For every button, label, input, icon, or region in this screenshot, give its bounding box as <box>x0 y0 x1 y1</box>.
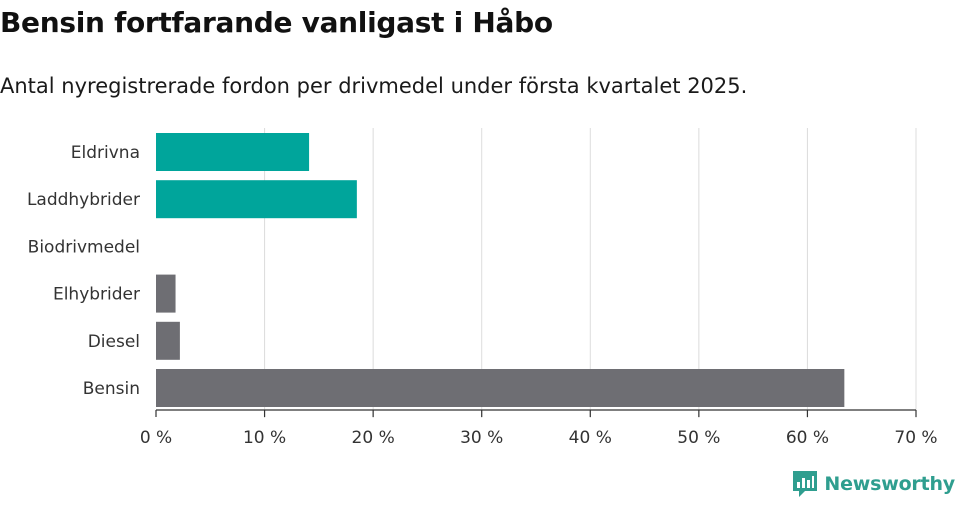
bar-elhybrider <box>156 274 176 313</box>
category-label: Biodrivmedel <box>28 237 140 257</box>
chart-title: Bensin fortfarande vanligast i Håbo <box>0 6 553 39</box>
newsworthy-logo-icon <box>793 471 818 497</box>
x-tick-label: 40 % <box>569 428 612 448</box>
bar-bensin <box>156 369 845 407</box>
bar-eldrivna <box>156 133 310 171</box>
x-tick-label: 60 % <box>786 428 829 448</box>
x-tick-label: 20 % <box>352 428 395 448</box>
x-tick-label: 70 % <box>894 428 937 448</box>
bar-diesel <box>156 321 180 360</box>
category-label: Eldrivna <box>71 143 140 163</box>
category-label: Bensin <box>83 379 140 399</box>
newsworthy-logo-text: Newsworthy <box>824 473 955 495</box>
category-label: Elhybrider <box>53 285 140 305</box>
x-tick-label: 50 % <box>677 428 720 448</box>
newsworthy-logo[interactable]: Newsworthy <box>792 469 955 499</box>
chart-subtitle: Antal nyregistrerade fordon per drivmede… <box>0 74 748 98</box>
x-tick-label: 0 % <box>140 428 172 448</box>
x-tick-label: 30 % <box>460 428 503 448</box>
x-tick-label: 10 % <box>243 428 286 448</box>
bar-laddhybrider <box>156 180 357 219</box>
category-label: Laddhybrider <box>27 190 140 210</box>
category-label: Diesel <box>88 332 140 352</box>
bar-chart: Eldrivna Laddhybrider Biodrivmedel Elhybrid… <box>27 128 938 448</box>
